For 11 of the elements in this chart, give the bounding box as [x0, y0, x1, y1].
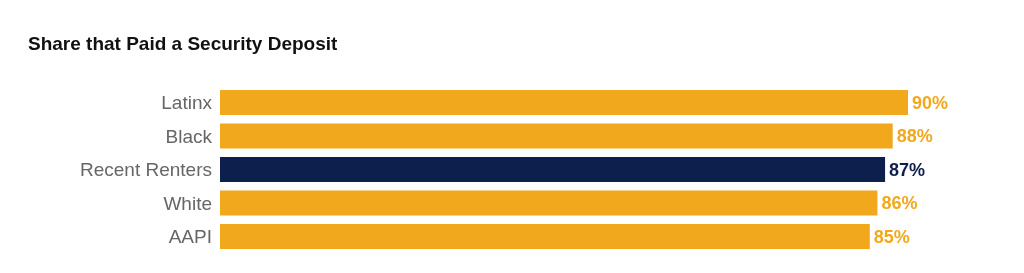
y-tick-label: White [163, 192, 212, 214]
data-label: 88% [896, 126, 933, 147]
y-tick-label: Black [165, 125, 213, 147]
data-label: 86% [881, 193, 918, 214]
y-tick-label: AAPI [168, 226, 212, 248]
chart-title: Share that Paid a Security Deposit [28, 33, 339, 54]
data-label: 90% [912, 92, 949, 113]
data-label: 85% [873, 226, 910, 247]
data-label: 87% [889, 159, 926, 180]
y-tick-label: Recent Renters [79, 159, 212, 181]
y-tick-label: Latinx [161, 92, 213, 114]
